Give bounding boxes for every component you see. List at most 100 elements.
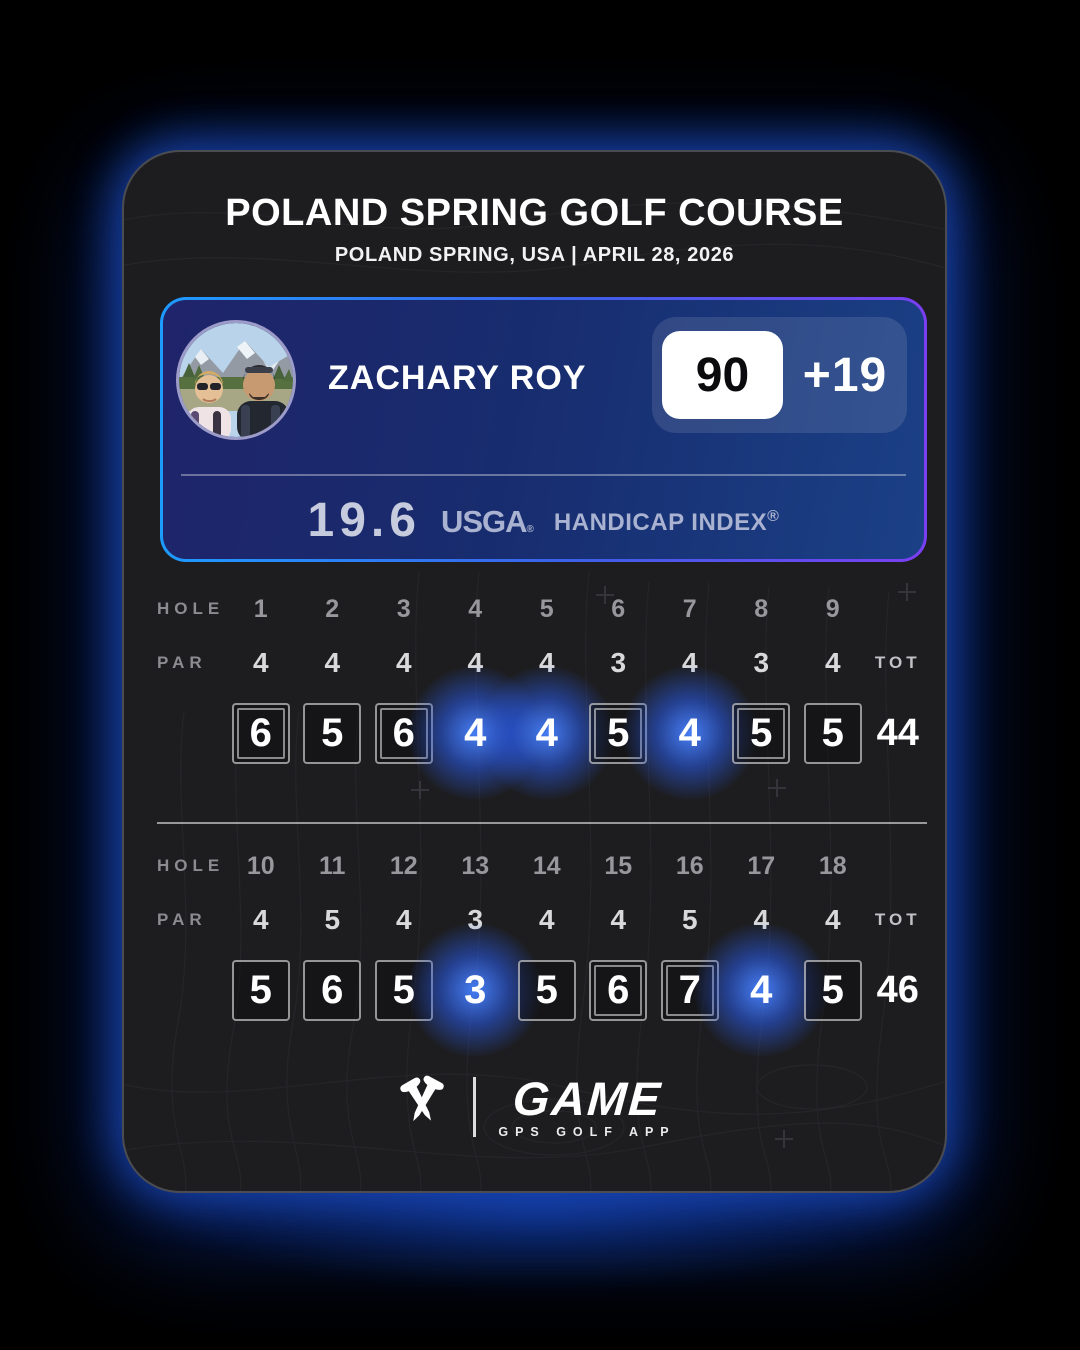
crossed-golf-tees-icon xyxy=(400,1075,445,1122)
brand-block: GAME GPS GOLF APP xyxy=(498,1072,676,1139)
hole-row-label-back_nine: HOLE xyxy=(157,856,225,875)
player-card-divider xyxy=(181,474,906,476)
score-value-hole-10: 5 xyxy=(249,967,272,1012)
score-cell-hole-9: 5 xyxy=(797,702,869,764)
hole-number-12: 12 xyxy=(389,851,418,880)
front-nine-hole-row: HOLE 1 2 3 4 5 6 7 8 9 xyxy=(157,591,927,627)
score-cell-hole-5: 4 xyxy=(479,666,614,800)
course-location-date: POLAND SPRING, USA | APRIL 28, 2026 xyxy=(334,244,735,266)
score-box-single-hole-14: 5 xyxy=(517,959,576,1021)
score-cell-hole-1: 6 xyxy=(225,702,297,764)
hole-number-3: 3 xyxy=(396,594,411,623)
score-cell-hole-3: 6 xyxy=(368,702,440,764)
score-value-hole-13: 3 xyxy=(464,967,487,1012)
handicap-registered-mark: ® xyxy=(767,507,780,525)
par-row-label-back_nine: PAR xyxy=(157,910,207,929)
hole-number-10: 10 xyxy=(246,851,275,880)
usga-logo: USGA® xyxy=(440,504,534,539)
hole-number-8: 8 xyxy=(754,594,769,623)
par-value-hole-9: 4 xyxy=(824,647,841,678)
hole-number-7: 7 xyxy=(682,594,697,623)
handicap-row: 19.6 USGA® HANDICAP INDEX® xyxy=(163,488,924,552)
player-name: ZACHARY ROY xyxy=(328,359,587,397)
par-value-hole-14: 4 xyxy=(538,904,555,935)
par-value-hole-10: 4 xyxy=(252,904,269,935)
score-cell-hole-7: 4 xyxy=(622,666,757,800)
score-box-double-hole-8: 5 xyxy=(732,702,791,764)
score-cell-hole-18: 5 xyxy=(797,959,869,1021)
score-cell-hole-2: 5 xyxy=(297,702,369,764)
par-value-hole-3: 4 xyxy=(395,647,412,678)
par-value-hole-15: 4 xyxy=(610,904,627,935)
hole-number-14: 14 xyxy=(532,851,561,880)
score-value-hole-16: 7 xyxy=(678,967,701,1012)
brand-tagline: GPS GOLF APP xyxy=(498,1124,676,1139)
handicap-value: 19.6 xyxy=(307,493,421,547)
score-cell-hole-16: 7 xyxy=(654,959,726,1021)
score-box-glow-hole-4: 4 xyxy=(446,703,504,764)
front-nine-score-row: 6 5 6 4 4 5 4 5 5 44 xyxy=(157,666,927,800)
total-score-badge: 90 xyxy=(662,331,783,419)
score-value-hole-1: 6 xyxy=(249,710,272,755)
score-value-hole-2: 5 xyxy=(321,710,344,755)
par-value-hole-5: 4 xyxy=(538,647,555,678)
score-value-hole-15: 6 xyxy=(607,967,630,1012)
score-box-double-hole-6: 5 xyxy=(589,702,648,764)
par-value-hole-7: 4 xyxy=(681,647,698,678)
score-box-glow-hole-13: 3 xyxy=(446,960,504,1021)
score-box-single-hole-11: 6 xyxy=(303,959,362,1021)
hole-number-11: 11 xyxy=(319,851,346,880)
player-avatar xyxy=(176,320,296,440)
hole-number-4: 4 xyxy=(468,594,483,623)
score-box-single-hole-2: 5 xyxy=(303,702,362,764)
score-summary-pill: 90 +19 xyxy=(652,317,907,433)
tot-label-front_nine: TOT xyxy=(874,653,921,672)
score-box-single-hole-12: 5 xyxy=(374,959,433,1021)
hole-number-6: 6 xyxy=(611,594,626,623)
course-title: POLAND SPRING GOLF COURSE xyxy=(225,192,844,234)
par-value-hole-12: 4 xyxy=(395,904,412,935)
score-cell-hole-14: 5 xyxy=(511,959,583,1021)
hole-number-17: 17 xyxy=(747,851,776,880)
score-box-single-hole-9: 5 xyxy=(803,702,862,764)
score-value-hole-18: 5 xyxy=(821,967,844,1012)
hole-number-18: 18 xyxy=(818,851,847,880)
tot-label-back_nine: TOT xyxy=(874,910,921,929)
back-nine-hole-row: HOLE 10 11 12 13 14 15 16 17 18 xyxy=(157,848,927,884)
score-box-double-hole-15: 6 xyxy=(589,959,648,1021)
par-value-hole-16: 5 xyxy=(681,904,698,935)
score-value-hole-6: 5 xyxy=(607,710,630,755)
par-value-hole-11: 5 xyxy=(324,904,341,935)
score-box-glow-hole-7: 4 xyxy=(661,703,719,764)
hole-row-label-front_nine: HOLE xyxy=(157,599,225,618)
score-cell-hole-10: 5 xyxy=(225,959,297,1021)
hole-number-5: 5 xyxy=(539,594,554,623)
score-value-hole-7: 4 xyxy=(678,710,701,755)
hole-number-2: 2 xyxy=(325,594,340,623)
score-value-hole-11: 6 xyxy=(321,967,344,1012)
score-cell-hole-17: 4 xyxy=(694,923,829,1057)
hole-number-15: 15 xyxy=(604,851,633,880)
score-box-single-hole-18: 5 xyxy=(803,959,862,1021)
hole-number-1: 1 xyxy=(253,594,268,623)
par-value-hole-13: 3 xyxy=(467,904,484,935)
par-value-hole-2: 4 xyxy=(324,647,341,678)
nine-total-back_nine: 46 xyxy=(876,968,919,1011)
score-value-hole-8: 5 xyxy=(750,710,773,755)
par-value-hole-8: 3 xyxy=(753,647,770,678)
back-nine-score-row: 5 6 5 3 5 6 7 4 5 46 xyxy=(157,923,927,1057)
par-value-hole-1: 4 xyxy=(252,647,269,678)
front-nine-par-row: PAR 4 4 4 4 4 3 4 3 4 TOT xyxy=(157,645,927,681)
par-value-hole-18: 4 xyxy=(824,904,841,935)
score-cell-hole-11: 6 xyxy=(297,959,369,1021)
hole-number-16: 16 xyxy=(675,851,704,880)
score-cell-hole-8: 5 xyxy=(726,702,798,764)
score-box-glow-hole-5: 4 xyxy=(518,703,576,764)
score-value-hole-9: 5 xyxy=(821,710,844,755)
score-cell-hole-13: 3 xyxy=(408,923,543,1057)
nine-total-front_nine: 44 xyxy=(876,711,919,754)
score-cell-hole-15: 6 xyxy=(583,959,655,1021)
back-nine-par-row: PAR 4 5 4 3 4 4 5 4 4 TOT xyxy=(157,902,927,938)
